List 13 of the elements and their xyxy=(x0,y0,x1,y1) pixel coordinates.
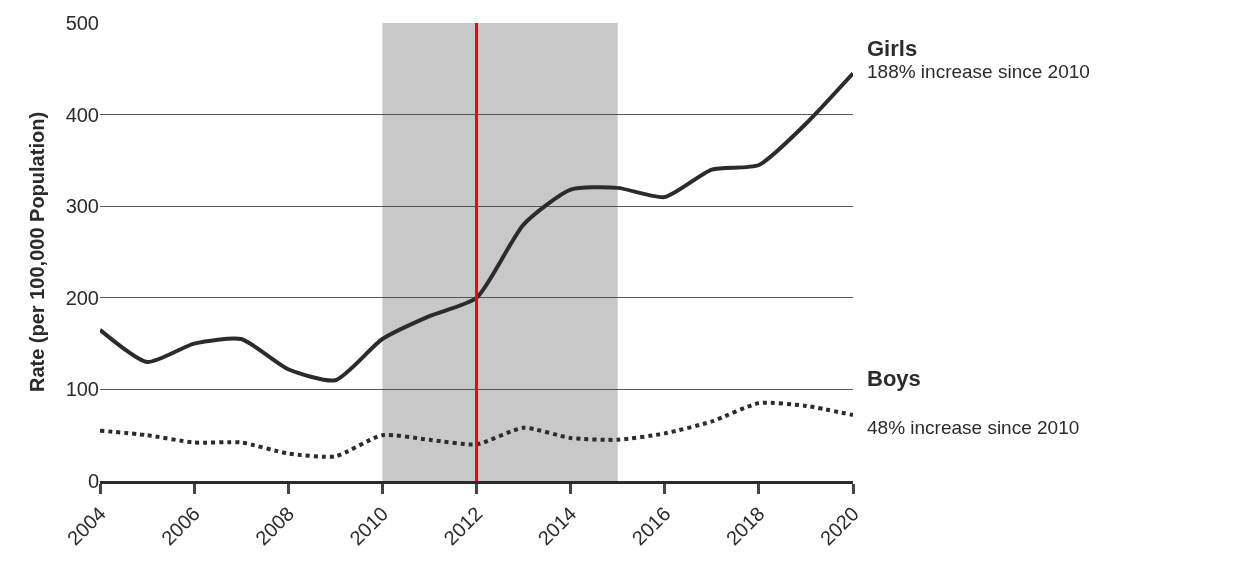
series-label: Girls xyxy=(867,36,918,61)
y-tick-label: 400 xyxy=(65,103,99,126)
y-tick-label: 100 xyxy=(65,378,99,401)
annotation: 188% increase since 2010 xyxy=(867,61,1090,82)
y-tick-label: 200 xyxy=(65,286,99,309)
y-tick-label: 500 xyxy=(65,12,99,34)
annotation: 48% increase since 2010 xyxy=(867,417,1080,438)
line-series xyxy=(100,71,853,383)
line-series xyxy=(100,400,853,459)
series-label: Boys xyxy=(867,366,921,391)
y-axis-title: Rate (per 100,000 Population) xyxy=(26,111,49,393)
y-tick-label: 0 xyxy=(87,470,99,492)
y-tick-label: 300 xyxy=(65,195,99,218)
